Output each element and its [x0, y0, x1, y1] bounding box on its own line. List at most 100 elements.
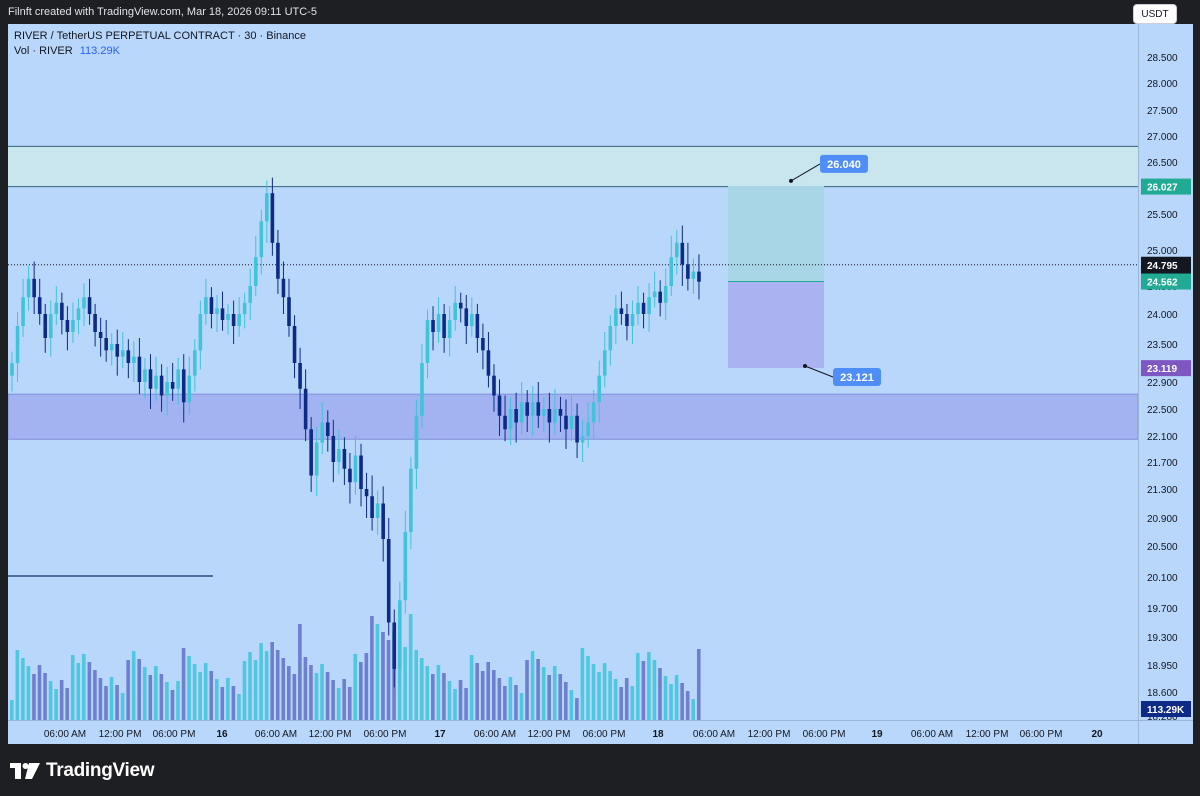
price-tick-label: 21.300 [1147, 485, 1178, 496]
candle [503, 415, 507, 430]
candle [602, 350, 607, 376]
volume-bar [552, 666, 557, 720]
callout-connector [804, 365, 834, 378]
target-callout-label: 26.040 [827, 159, 861, 171]
tradingview-logo-text: TradingView [46, 760, 155, 781]
candle [409, 468, 413, 532]
volume-bar [497, 678, 502, 720]
candle [15, 326, 20, 363]
volume-bar [580, 648, 585, 720]
volume-bar [10, 700, 14, 720]
footer: TradingView [0, 744, 1200, 796]
price-tag-label: 26.027 [1147, 183, 1178, 194]
currency-button[interactable]: USDT [1133, 4, 1177, 24]
volume-bar [475, 663, 479, 720]
candle [71, 320, 75, 332]
volume-bar [624, 678, 629, 720]
candle [337, 449, 341, 462]
candle [597, 375, 602, 403]
time-tick-label: 12:00 PM [309, 729, 352, 740]
volume-bar [342, 679, 346, 720]
price-tick-label: 21.700 [1147, 458, 1178, 469]
volume-bar [442, 673, 446, 720]
chart-legend: RIVER / TetherUS PERPETUAL CONTRACT · 30… [14, 30, 306, 60]
callout-connector [790, 163, 821, 182]
volume-bar [564, 682, 568, 720]
time-tick-label: 06:00 PM [803, 729, 846, 740]
volume-bar [303, 657, 308, 720]
volume-bar [104, 686, 108, 720]
volume-bar [680, 683, 684, 720]
position-loss-zone [728, 281, 824, 369]
candle [608, 326, 613, 351]
candle [143, 369, 147, 382]
price-tick-label: 26.500 [1147, 158, 1178, 169]
candle [165, 382, 169, 396]
price-tag [1141, 273, 1191, 290]
volume-bar [59, 680, 64, 720]
candle [342, 449, 347, 469]
candle [93, 314, 97, 332]
volume-bar [386, 640, 391, 720]
price-tick-label: 25.500 [1147, 210, 1178, 221]
volume-bar [93, 670, 97, 720]
candle [242, 302, 247, 314]
price-scale[interactable]: 28.50028.00027.50027.00026.50026.00025.5… [1138, 24, 1193, 720]
candle [115, 344, 120, 357]
time-tick-label: 12:00 PM [528, 729, 571, 740]
candle [431, 320, 435, 332]
volume-bar [403, 647, 407, 720]
volume-bar [87, 662, 92, 720]
candle [697, 271, 701, 282]
volume-bar [192, 664, 197, 720]
candle [314, 442, 319, 476]
price-tag-label: 23.119 [1147, 364, 1177, 375]
candle [436, 314, 441, 332]
candles-svg: 26.040 23.121 [8, 145, 1138, 720]
candle [198, 314, 203, 351]
price-tick-label: 20.100 [1147, 573, 1178, 584]
volume-bar [641, 661, 646, 720]
candle [364, 489, 369, 497]
position-profit-zone [728, 185, 824, 282]
volume-bar [275, 650, 280, 720]
volume-bar [48, 681, 53, 720]
volume-bar [480, 671, 485, 720]
volume-bar [508, 677, 513, 720]
time-tick-label: 18 [652, 729, 664, 740]
price-tick-label: 20.900 [1147, 514, 1178, 525]
candle [564, 415, 568, 430]
time-tick-label: 06:00 AM [255, 729, 297, 740]
volume-bar [519, 693, 524, 720]
candle [21, 297, 25, 326]
volume-bar [209, 671, 214, 720]
candle [403, 532, 408, 601]
volume-bar [370, 616, 374, 720]
volume-bar [98, 678, 103, 720]
price-tick-label: 22.900 [1147, 378, 1178, 389]
price-tag [1141, 360, 1191, 377]
callout-box [820, 154, 868, 173]
candle [486, 350, 491, 376]
volume-bar [187, 656, 191, 720]
volume-bar [464, 688, 468, 720]
volume-bar [586, 656, 590, 720]
volume-bar [658, 668, 662, 720]
volume-bar [137, 659, 142, 720]
candle [625, 314, 629, 326]
time-scale[interactable]: 06:00 AM 12:00 PM 06:00 PM 16 06:00 AM 12:00 … [8, 720, 1138, 745]
candle [669, 257, 674, 286]
candle [647, 297, 651, 314]
volume-bar [613, 679, 618, 720]
volume-bar [32, 674, 36, 720]
chart-plot-area[interactable]: RIVER / TetherUS PERPETUAL CONTRACT · 30… [8, 24, 1138, 720]
candle [458, 302, 463, 309]
candle [586, 422, 590, 436]
time-tick-label: 16 [216, 729, 228, 740]
candle [109, 344, 114, 351]
price-tag-label: 24.795 [1147, 261, 1178, 272]
candle [569, 415, 574, 430]
volume-bar [530, 651, 535, 720]
volume-bar [54, 689, 58, 720]
tradingview-logo[interactable]: TradingView [10, 760, 155, 782]
